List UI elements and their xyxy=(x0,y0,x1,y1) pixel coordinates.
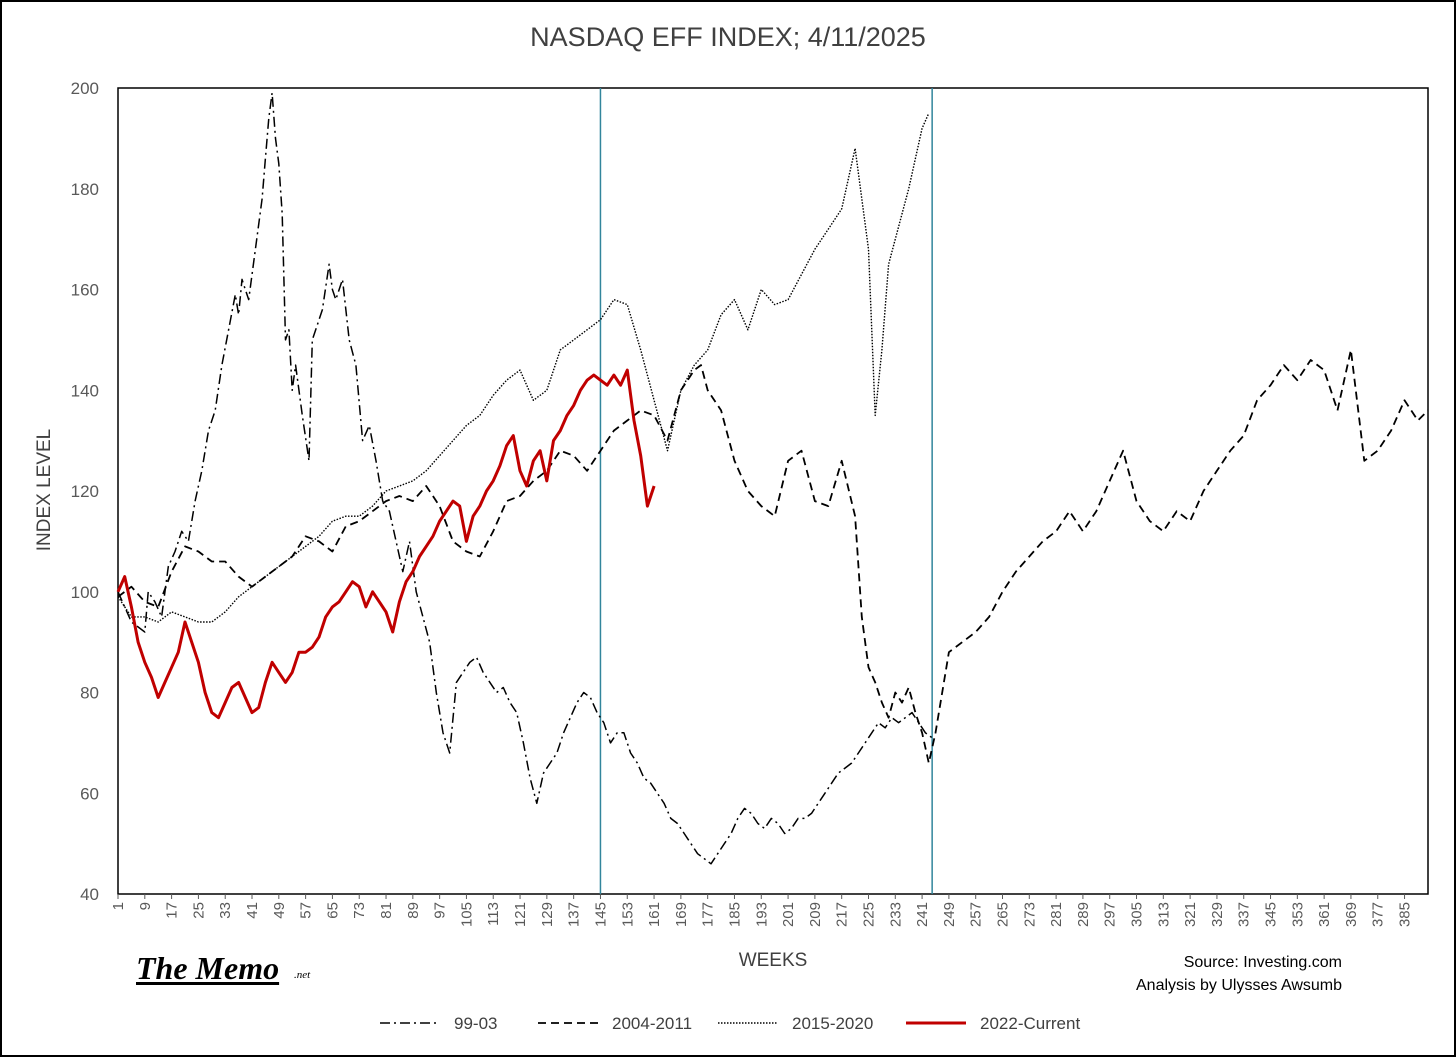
x-tick-label: 233 xyxy=(887,902,904,927)
y-tick-label: 120 xyxy=(71,482,99,501)
legend-label: 2004-2011 xyxy=(612,1014,692,1033)
chart-title: NASDAQ EFF INDEX; 4/11/2025 xyxy=(530,22,926,52)
legend-layer: 99-03 2004-2011 2015-2020 2022-Current xyxy=(380,1014,1080,1033)
y-tick-label: 100 xyxy=(71,583,99,602)
x-tick-label: 329 xyxy=(1209,902,1226,927)
x-tick-label: 113 xyxy=(485,902,502,926)
x-tick-label: 41 xyxy=(244,902,261,919)
x-tick-label: 105 xyxy=(458,902,475,927)
x-tick-label: 281 xyxy=(1048,902,1065,927)
x-tick-label: 73 xyxy=(351,902,368,919)
x-tick-label: 121 xyxy=(512,902,529,927)
x-tick-label: 353 xyxy=(1289,902,1306,927)
x-tick-label: 225 xyxy=(860,902,877,927)
y-tick-label: 160 xyxy=(71,281,99,300)
x-tick-label: 177 xyxy=(700,902,717,927)
x-tick-label: 25 xyxy=(190,902,207,919)
series-layer xyxy=(116,92,1429,865)
x-tick-label: 361 xyxy=(1316,902,1333,927)
x-tick-label: 89 xyxy=(405,902,422,919)
x-tick-label: 313 xyxy=(1155,902,1172,927)
source-credit: Source: Investing.com xyxy=(1183,954,1342,971)
axes-layer: 40 60 80 100 120 140 160 180 200 1 9 17 25 33 41 49 57 65… xyxy=(71,79,1429,927)
x-tick-label: 241 xyxy=(914,902,931,927)
x-tick-label: 369 xyxy=(1343,902,1360,927)
x-tick-label: 297 xyxy=(1102,902,1119,927)
x-tick-label: 145 xyxy=(592,902,609,927)
x-tick-label: 9 xyxy=(137,902,154,910)
x-tick-label: 273 xyxy=(1021,902,1038,927)
plot-area xyxy=(117,87,1429,895)
x-tick-label: 265 xyxy=(995,902,1012,927)
x-tick-label: 49 xyxy=(271,902,288,919)
x-tick-label: 161 xyxy=(646,902,663,927)
x-tick-label: 169 xyxy=(673,902,690,927)
x-tick-label: 385 xyxy=(1397,902,1414,927)
x-tick-label: 65 xyxy=(324,902,341,919)
x-tick-label: 33 xyxy=(217,902,234,919)
x-tick-label: 185 xyxy=(726,902,743,927)
x-tick-label: 81 xyxy=(378,902,395,919)
y-tick-label: 40 xyxy=(80,885,99,904)
x-tick-label: 305 xyxy=(1129,902,1146,927)
x-tick-label: 1 xyxy=(110,902,127,910)
x-tick-label: 17 xyxy=(164,902,181,919)
x-tick-label: 129 xyxy=(539,902,556,927)
y-tick-label: 140 xyxy=(71,381,99,400)
legend-label: 99-03 xyxy=(454,1014,497,1033)
x-tick-label: 97 xyxy=(432,902,449,919)
x-tick-label: 249 xyxy=(941,902,958,927)
x-tick-label: 337 xyxy=(1236,902,1253,927)
series-line-2022-current xyxy=(116,368,656,720)
series-line-2004-2011 xyxy=(117,348,1429,764)
y-tick-label: 60 xyxy=(80,784,99,803)
y-tick-label: 180 xyxy=(71,180,99,199)
x-tick-label: 217 xyxy=(834,902,851,927)
x-tick-label: 137 xyxy=(566,902,583,927)
legend-label: 2015-2020 xyxy=(792,1014,873,1033)
logo-suffix: .net xyxy=(294,969,311,981)
x-tick-label: 209 xyxy=(807,902,824,927)
x-tick-label: 345 xyxy=(1263,902,1280,927)
x-tick-label: 321 xyxy=(1182,902,1199,927)
x-tick-label: 377 xyxy=(1370,902,1387,927)
x-tick-label: 257 xyxy=(968,902,985,927)
series-line-99-03 xyxy=(117,92,933,865)
legend-label: 2022-Current xyxy=(980,1014,1080,1033)
logo: The Memo xyxy=(136,950,280,986)
y-axis-label: INDEX LEVEL xyxy=(34,428,55,552)
x-tick-label: 193 xyxy=(753,902,770,927)
x-tick-label: 57 xyxy=(298,902,315,919)
series-line-2015-2020 xyxy=(117,112,930,623)
x-axis-label: WEEKS xyxy=(738,950,808,971)
y-tick-label: 80 xyxy=(80,684,99,703)
x-tick-label: 289 xyxy=(1075,902,1092,927)
x-tick-label: 201 xyxy=(780,902,797,927)
analysis-credit: Analysis by Ulysses Awsumb xyxy=(1136,977,1342,994)
y-tick-label: 200 xyxy=(71,79,99,98)
x-tick-label: 153 xyxy=(619,902,636,927)
